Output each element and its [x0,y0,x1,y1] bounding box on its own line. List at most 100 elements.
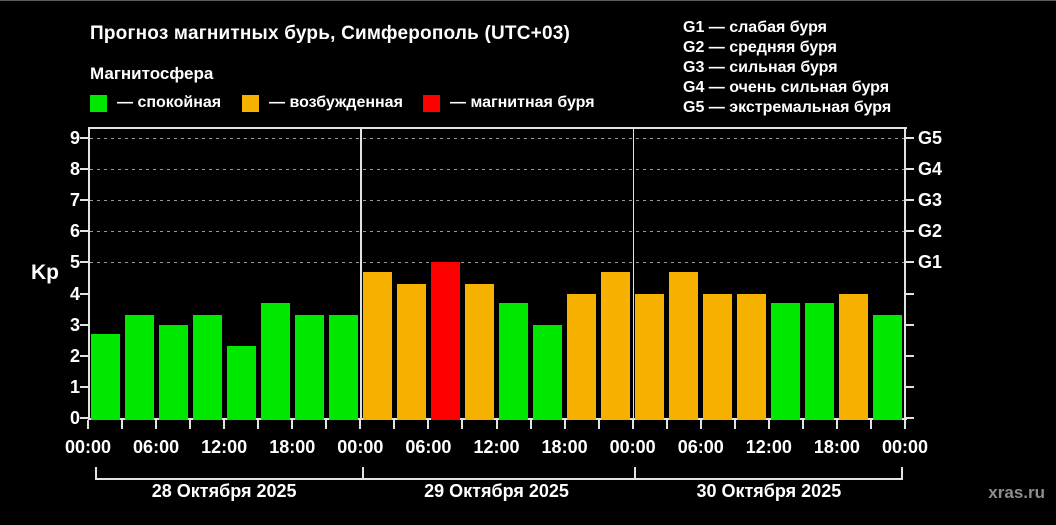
y-tick-left-9 [80,137,88,139]
x-tick-label: 12:00 [745,437,792,457]
date-label-day3: 30 Октября 2025 [696,481,842,501]
gridline-kp6 [90,231,904,233]
bar-day3-slot7-active [839,293,869,420]
bar-day2-slot5-quiet [499,302,529,420]
x-tick-label: 18:00 [269,437,316,457]
x-tick [291,420,294,429]
date-bracket-line [95,478,903,480]
x-tick [801,420,804,429]
y-tick-label-8: 8 [69,159,80,180]
active-color-swatch [242,94,259,112]
x-tick [869,420,872,429]
gridline-kp8 [90,169,904,171]
y-tick-left-1 [80,385,88,388]
g-legend-item-g2: G2 — средняя буря [683,39,837,56]
y-tick-right-6 [906,230,914,233]
x-tick-label: 12:00 [473,437,520,457]
x-tick-label: 00:00 [881,437,929,457]
bar-day2-slot2-active [396,284,426,420]
x-tick-label: 06:00 [133,437,180,457]
x-tick [87,420,89,429]
x-tick [427,420,430,429]
x-tick [359,420,362,429]
y-tick-right-4 [906,292,914,295]
y-tick-label-4: 4 [69,283,80,304]
bar-day2-slot4-active [464,284,494,420]
legend-item-active: — возбужденная [242,94,403,112]
bar-day2-slot6-quiet [533,324,563,420]
x-tick [121,420,124,429]
y-tick-right-2 [906,354,914,357]
x-tick [563,420,566,429]
bar-day1-slot8-quiet [328,315,358,420]
x-tick-label: 00:00 [64,437,112,457]
bar-day2-slot8-active [601,271,631,420]
x-tick [461,420,464,429]
x-tick [904,420,906,429]
y-tick-left-7 [80,199,88,202]
y-tick-label-0: 0 [69,408,80,428]
gridline-kp9 [90,138,904,139]
top-border-line [0,0,1056,1]
storm-color-swatch [423,94,440,112]
date-label-day1: 28 Октября 2025 [151,481,297,501]
x-tick [835,420,838,429]
legend-item-storm: — магнитная буря [423,94,595,112]
y-tick-left-5 [80,261,88,264]
x-tick [699,420,702,429]
date-bracket-tick [362,467,364,480]
bar-day1-slot3-quiet [158,324,188,420]
y-tick-label-7: 7 [69,190,80,211]
bar-day1-slot5-quiet [226,346,256,420]
g-scale-legend: G1 — слабая буря G2 — средняя буря G3 — … [683,18,891,118]
y-tick-left-4 [80,292,88,295]
y-tick-right-7 [906,199,914,202]
y-tick-left-6 [80,230,88,233]
y-tick-right-1 [906,385,914,388]
bar-day3-slot4-active [737,293,767,420]
quiet-color-swatch [90,94,107,112]
y-tick-right-0 [906,417,914,419]
day-separator [632,128,635,419]
legend-label-active: — возбужденная [269,94,403,111]
y-tick-label-5: 5 [69,252,80,273]
right-axis-label-G1: G1 [918,252,943,273]
right-axis-label-G2: G2 [918,221,943,242]
day-separator [360,128,362,419]
legend-item-quiet: — спокойная [90,94,221,112]
x-tick-label: 06:00 [677,437,724,457]
x-tick-label: 00:00 [609,437,656,457]
bar-day3-slot8-quiet [873,315,903,420]
right-axis-label-G5: G5 [918,128,943,148]
x-tick [597,420,600,429]
y-tick-left-8 [80,168,88,171]
x-tick [733,420,736,429]
bar-day1-slot4-quiet [192,315,222,420]
plot-border-right [904,127,906,420]
g-legend-item-g1: G1 — слабая буря [683,19,828,36]
y-tick-label-9: 9 [69,128,80,148]
g-legend-item-g5: G5 — экстремальная буря [683,99,892,116]
x-tick [189,420,192,429]
gridline-kp5 [90,262,904,264]
y-tick-label-1: 1 [69,376,80,397]
x-tick-label: 06:00 [405,437,452,457]
magnetosphere-label: Магнитосфера [90,64,214,83]
y-tick-right-3 [906,323,914,326]
bar-day3-slot3-active [703,293,733,420]
y-tick-left-0 [80,417,88,419]
legend-label-quiet: — спокойная [117,94,222,111]
date-bracket-tick [95,467,97,480]
y-tick-right-5 [906,261,914,264]
x-axis-line [88,418,907,420]
date-bracket-tick [634,467,636,480]
y-tick-left-2 [80,354,88,357]
plot-border-left [88,127,90,420]
page-title: Прогноз магнитных бурь, Симферополь (UTC… [90,23,571,44]
bar-day2-slot3-storm [430,262,460,420]
y-tick-right-9 [906,137,914,139]
x-tick [325,420,328,429]
x-tick-label: 18:00 [813,437,860,457]
